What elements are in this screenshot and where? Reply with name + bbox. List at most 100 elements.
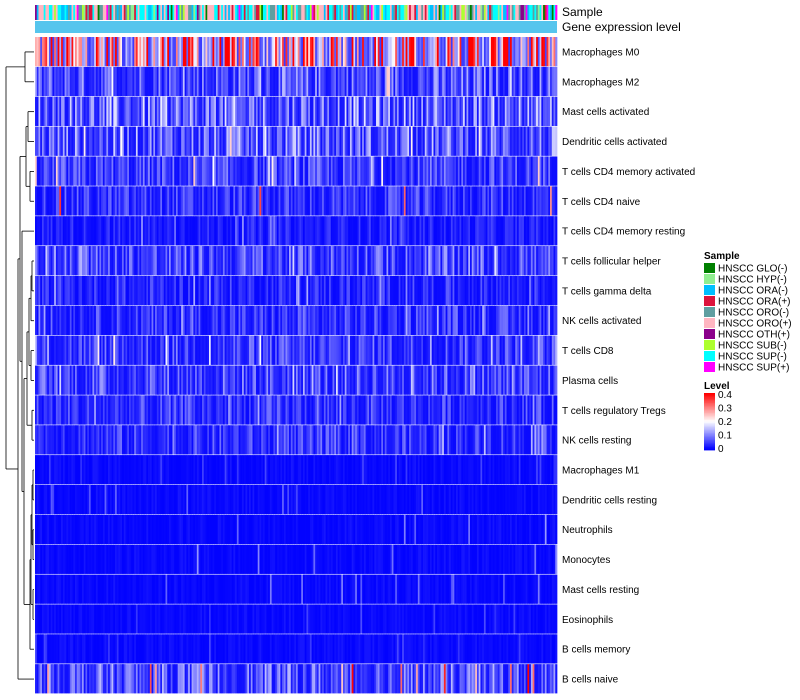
- heatmap-cell: [504, 96, 507, 126]
- heatmap-cell: [344, 246, 347, 276]
- heatmap-cell: [66, 156, 69, 186]
- heatmap-cell: [376, 395, 379, 425]
- sample-annotation-cell: [299, 5, 302, 20]
- heatmap-cell: [36, 37, 39, 67]
- heatmap-cell: [261, 425, 264, 455]
- heatmap-cell: [61, 186, 64, 216]
- heatmap-cell: [80, 484, 83, 515]
- heatmap-cell: [334, 66, 337, 97]
- heatmap-cell: [212, 156, 215, 186]
- heatmap-cell: [342, 455, 346, 485]
- heatmap-cell: [236, 96, 239, 126]
- heatmap-cell: [311, 425, 314, 455]
- heatmap-cell: [421, 246, 424, 276]
- heatmap-cell: [337, 66, 340, 97]
- heatmap-cell: [130, 96, 133, 126]
- heatmap-cell: [518, 455, 521, 485]
- heatmap-cell: [76, 186, 79, 216]
- heatmap-cell: [109, 484, 112, 515]
- heatmap-cell: [38, 156, 41, 186]
- heatmap-cell: [372, 395, 375, 425]
- heatmap-cell: [405, 186, 408, 216]
- heatmap-cell: [245, 305, 248, 336]
- heatmap-cell: [115, 305, 118, 336]
- heatmap-cell: [250, 365, 253, 395]
- heatmap-cell: [353, 156, 356, 186]
- heatmap-cell: [184, 246, 187, 276]
- heatmap-cell: [47, 126, 50, 156]
- heatmap-cell: [243, 484, 246, 515]
- heatmap-cell: [508, 335, 511, 365]
- heatmap-cell: [92, 186, 95, 216]
- heatmap-cell: [210, 156, 213, 186]
- heatmap-cell: [381, 246, 384, 276]
- heatmap-cell: [275, 365, 278, 395]
- heatmap-cell: [485, 246, 488, 276]
- heatmap-cell: [57, 365, 60, 395]
- heatmap-cell: [527, 335, 530, 365]
- sample-annotation-cell: [476, 5, 480, 20]
- heatmap-cell: [81, 455, 85, 485]
- heatmap-cell: [386, 37, 389, 67]
- heatmap-cell: [186, 66, 189, 97]
- heatmap-cell: [313, 335, 316, 365]
- sample-annotation-cell: [355, 5, 358, 20]
- heatmap-cell: [38, 126, 41, 156]
- heatmap-cell: [167, 395, 170, 425]
- heatmap-cell: [209, 305, 212, 336]
- heatmap-cell: [209, 484, 212, 515]
- heatmap-cell: [47, 275, 50, 306]
- heatmap-cell: [289, 246, 292, 276]
- heatmap-cell: [506, 275, 509, 306]
- heatmap-cell: [344, 425, 347, 455]
- heatmap-cell: [355, 335, 358, 365]
- heatmap-cell: [445, 395, 448, 425]
- heatmap-cell: [482, 395, 485, 425]
- heatmap-cell: [141, 365, 144, 395]
- heatmap-cell: [81, 305, 85, 336]
- heatmap-cell: [358, 216, 361, 246]
- heatmap-cell: [242, 484, 245, 515]
- heatmap-cell: [193, 275, 196, 306]
- heatmap-cell: [309, 216, 313, 246]
- heatmap-cell: [501, 96, 504, 126]
- heatmap-cell: [109, 335, 112, 365]
- heatmap-cell: [421, 37, 424, 67]
- heatmap-cell: [349, 66, 353, 97]
- heatmap-cell: [175, 335, 179, 365]
- heatmap-cell: [276, 275, 279, 306]
- heatmap-cell: [153, 216, 156, 246]
- heatmap-cell: [409, 305, 412, 336]
- heatmap-cell: [294, 455, 297, 485]
- heatmap-cell: [525, 126, 528, 156]
- heatmap-cell: [499, 335, 502, 365]
- heatmap-cell: [320, 395, 323, 425]
- heatmap-cell: [193, 96, 196, 126]
- heatmap-cell: [336, 395, 339, 425]
- heatmap-cell: [410, 216, 413, 246]
- heatmap-cell: [122, 126, 125, 156]
- sample-annotation-cell: [436, 5, 440, 20]
- heatmap-cell: [405, 37, 408, 67]
- heatmap-cell: [475, 365, 478, 395]
- heatmap-cell: [95, 455, 98, 485]
- heatmap-cell: [429, 186, 433, 216]
- sample-annotation-cell: [235, 5, 238, 20]
- heatmap-cell: [269, 455, 272, 485]
- column-annotations: [35, 5, 558, 33]
- heatmap-cell: [149, 216, 152, 246]
- heatmap-cell: [351, 425, 354, 455]
- heatmap-cell: [332, 425, 335, 455]
- heatmap-cell: [165, 484, 168, 515]
- heatmap-cell: [36, 365, 39, 395]
- heatmap-cell: [358, 156, 361, 186]
- heatmap-cell: [344, 395, 347, 425]
- heatmap-cell: [492, 246, 495, 276]
- heatmap-cell: [144, 126, 147, 156]
- heatmap-cell: [271, 216, 274, 246]
- heatmap-cell: [109, 395, 112, 425]
- heatmap-cell: [315, 305, 318, 336]
- heatmap-cell: [212, 335, 215, 365]
- heatmap-cell: [532, 275, 535, 306]
- heatmap-cell: [450, 335, 453, 365]
